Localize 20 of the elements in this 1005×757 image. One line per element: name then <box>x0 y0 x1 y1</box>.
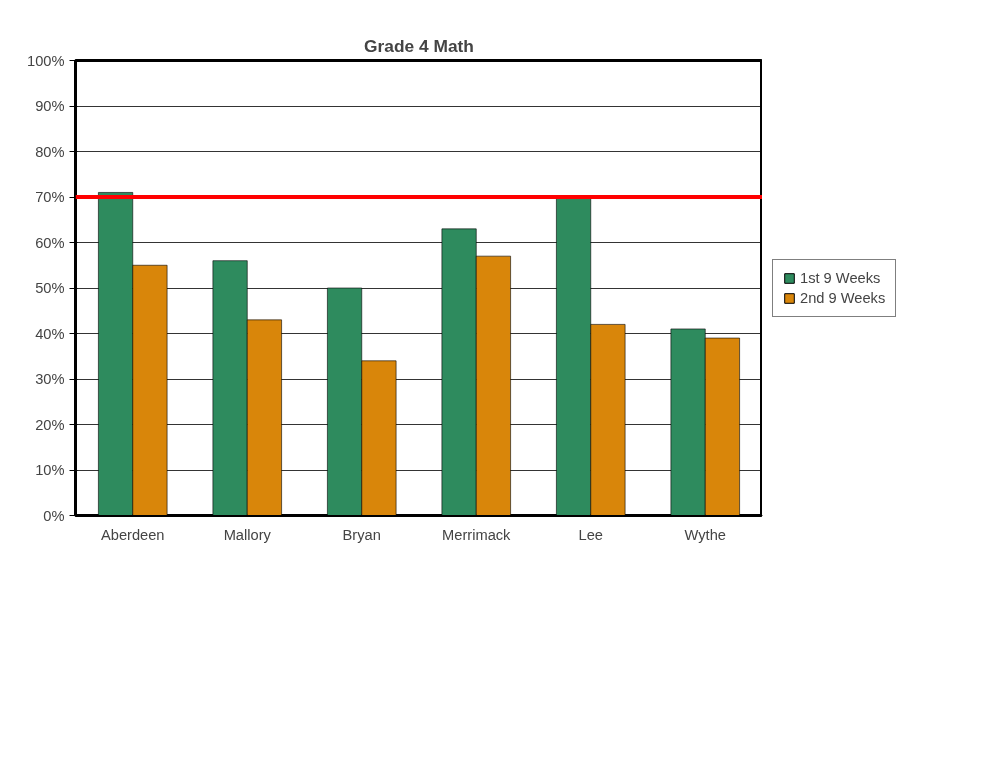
x-tick-label: Bryan <box>342 526 381 543</box>
y-tick-label: 50% <box>35 280 65 296</box>
x-tick-label: Lee <box>578 526 603 543</box>
x-tick-label: Aberdeen <box>100 526 165 543</box>
legend-label: 2nd 9 Weeks <box>800 289 886 306</box>
chart-title: Grade 4 Math <box>364 35 474 56</box>
x-tick-label: Mallory <box>223 526 272 543</box>
y-tick-label: 10% <box>35 462 65 478</box>
y-tick-label: 60% <box>35 234 65 251</box>
y-tick-label: 90% <box>35 98 65 114</box>
legend-label: 1st 9 Weeks <box>800 269 881 286</box>
x-tick-label: Merrimack <box>442 526 512 543</box>
x-tick-label: Wythe <box>684 526 726 543</box>
y-tick-label: 80% <box>35 143 65 160</box>
y-tick-label: 30% <box>35 371 65 387</box>
y-tick-label: 40% <box>35 325 65 342</box>
y-tick-label: 0% <box>43 507 65 524</box>
y-tick-label: 20% <box>35 416 65 433</box>
y-tick-label: 70% <box>35 189 65 205</box>
y-tick-label: 100% <box>27 52 65 69</box>
